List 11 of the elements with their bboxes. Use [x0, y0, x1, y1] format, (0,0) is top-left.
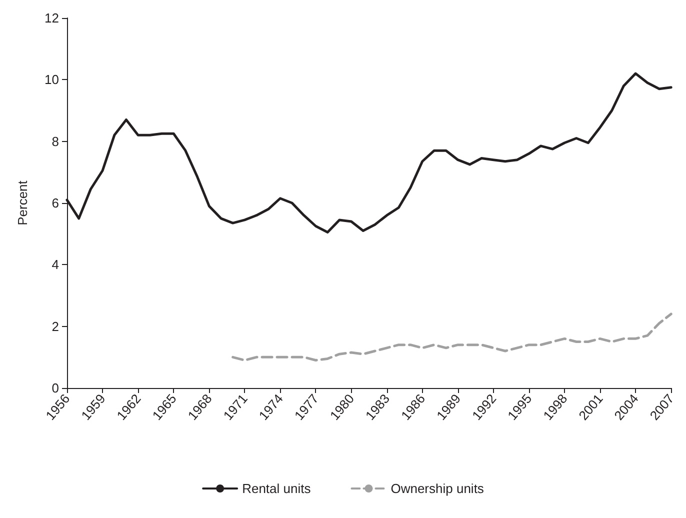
y-tick-label: 8 — [52, 134, 59, 149]
y-tick-label: 0 — [52, 380, 59, 396]
y-tick-label: 2 — [52, 318, 59, 334]
y-tick-label: 6 — [52, 196, 59, 210]
legend-label: Ownership units — [390, 481, 484, 496]
y-tick-label: 12 — [44, 10, 59, 26]
y-tick-label: 4 — [52, 257, 59, 272]
line-series — [232, 312, 672, 362]
legend-label: Rental units — [242, 481, 312, 496]
y-axis-title: Percent — [15, 180, 30, 226]
y-tick-label: 10 — [44, 72, 59, 88]
